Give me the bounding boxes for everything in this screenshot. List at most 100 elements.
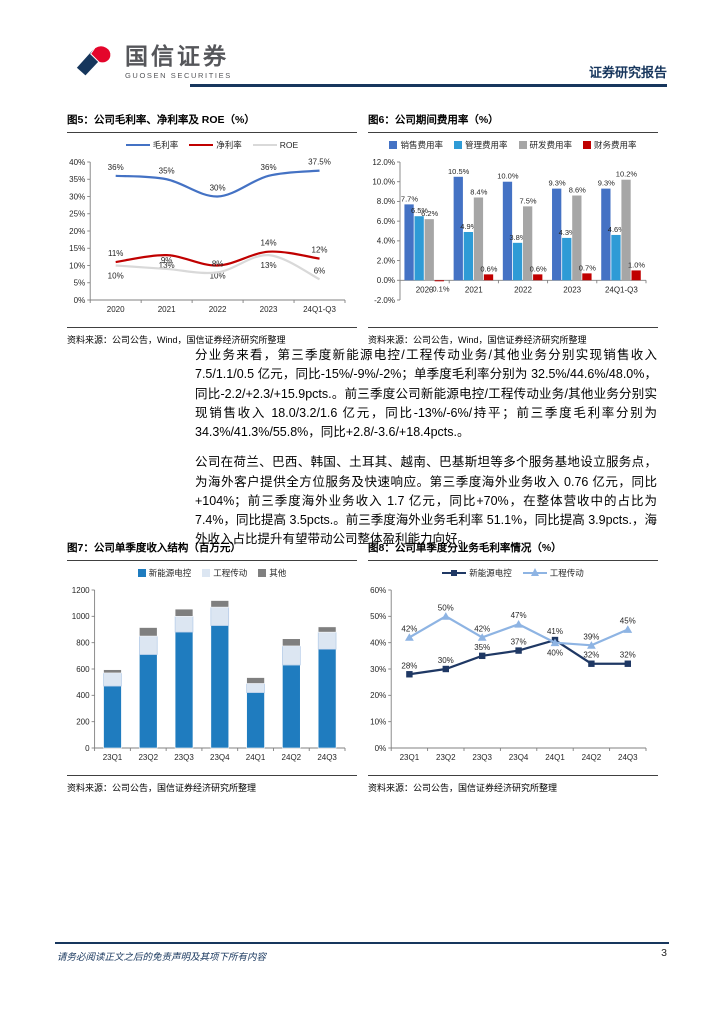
legend-label: 管理费用率 [464,139,508,150]
legend-line-swatch [189,140,214,149]
svg-text:9%: 9% [161,256,173,265]
svg-text:-2.0%: -2.0% [374,296,395,305]
svg-text:0.6%: 0.6% [480,264,497,273]
svg-text:4.6%: 4.6% [608,225,625,234]
legend-item: 工程传动 [202,567,247,579]
svg-text:2022: 2022 [209,305,227,314]
legend-square-swatch [389,140,398,149]
legend-line-swatch [125,140,150,149]
legend-square-swatch [453,140,462,149]
svg-text:45%: 45% [620,617,636,626]
svg-text:7.5%: 7.5% [519,196,536,205]
body-text: 分业务来看，第三季度新能源电控/工程传动业务/其他业务分别实现销售收入7.5/1… [195,346,657,561]
svg-text:32%: 32% [620,651,636,660]
figure6-title: 图6：公司期间费用率（%） [368,110,658,133]
svg-text:9.3%: 9.3% [549,179,566,188]
svg-text:8.4%: 8.4% [470,187,487,196]
legend-label: 销售费用率 [400,139,443,150]
svg-text:10.5%: 10.5% [448,167,470,176]
legend-label: 新能源电控 [148,567,192,578]
svg-text:35%: 35% [159,166,175,175]
figure-8: 图8：公司单季度分业务毛利率情况（%） 新能源电控 工程传动 0% 10% 20% 30%… [368,538,658,794]
svg-text:30%: 30% [370,665,386,674]
legend-item: 财务费用率 [583,139,637,151]
svg-text:24Q2: 24Q2 [582,753,602,762]
svg-text:23Q3: 23Q3 [174,753,194,762]
svg-text:12.0%: 12.0% [372,158,395,167]
svg-text:2023: 2023 [563,285,581,294]
svg-text:14%: 14% [261,239,277,248]
svg-text:13%: 13% [159,261,175,270]
svg-text:10.0%: 10.0% [497,172,519,181]
legend-item: ROE [252,139,299,150]
figure-7: 图7：公司单季度收入结构（百万元） 新能源电控 工程传动 其他 0 200 400 600 8… [67,538,357,794]
guosen-logo: 国信证券 GUOSEN SECURITIES [74,44,232,80]
svg-text:15%: 15% [69,244,85,253]
brand-block: 国信证券 GUOSEN SECURITIES [125,44,232,80]
svg-text:60%: 60% [370,586,386,595]
svg-text:24Q3: 24Q3 [618,753,638,762]
chart-legend: 新能源电控 工程传动 其他 [67,565,357,580]
legend-square-swatch [137,568,146,577]
svg-text:24Q2: 24Q2 [282,753,302,762]
legend-item: 净利率 [189,139,242,151]
header-divider [190,84,667,87]
chart-legend: 毛利率 净利率 ROE [67,137,357,152]
svg-text:42%: 42% [474,624,490,633]
svg-text:0.6%: 0.6% [530,264,547,273]
svg-text:-0.1%: -0.1% [430,284,450,293]
legend-square-swatch [518,140,527,149]
svg-text:4.9%: 4.9% [460,222,477,231]
legend-label: ROE [279,139,299,150]
chart-legend: 新能源电控 工程传动 [368,565,658,580]
svg-text:2023: 2023 [260,305,278,314]
brand-name-en: GUOSEN SECURITIES [125,71,232,81]
svg-text:39%: 39% [583,632,599,641]
svg-text:23Q4: 23Q4 [210,753,230,762]
svg-text:28%: 28% [401,661,417,670]
svg-text:5%: 5% [74,279,86,288]
svg-text:4.3%: 4.3% [559,228,576,237]
svg-text:37.5%: 37.5% [308,158,331,167]
legend-item: 毛利率 [125,139,178,151]
figure8-title: 图8：公司单季度分业务毛利率情况（%） [368,538,658,561]
legend-item: 研发费用率 [518,139,572,151]
svg-text:10.0%: 10.0% [372,178,395,187]
chart-plot: 0% 5% 10% 15% 20% 25% 30% 35% 40% 2020 2021 2022 202… [69,158,346,314]
legend-item: 管理费用率 [453,139,508,151]
svg-text:6.5%: 6.5% [411,206,428,215]
figure7-title: 图7：公司单季度收入结构（百万元） [67,538,357,561]
svg-text:23Q1: 23Q1 [400,753,420,762]
svg-text:4.0%: 4.0% [377,237,395,246]
svg-text:0%: 0% [375,744,387,753]
svg-text:2021: 2021 [158,305,176,314]
svg-text:3.8%: 3.8% [509,233,526,242]
svg-text:50%: 50% [370,612,386,621]
svg-text:8%: 8% [212,259,224,268]
svg-text:12%: 12% [312,246,328,255]
figure5-chart: 毛利率 净利率 ROE 0% 5% 10% 15% 20% 25% 30% 35% 40% 2020 20… [67,133,357,325]
figure6-chart: 销售费用率 管理费用率 研发费用率 财务费用率 -2.0% 0.0% 2.0% 4.0% 6.0… [368,133,658,325]
svg-text:23Q3: 23Q3 [472,753,492,762]
legend-square-swatch [258,568,267,577]
svg-text:40%: 40% [547,649,563,658]
figure5-title: 图5：公司毛利率、净利率及 ROE（%） [67,110,357,133]
svg-text:6.0%: 6.0% [377,217,395,226]
svg-text:13%: 13% [261,261,277,270]
legend-item: 新能源电控 [442,567,512,579]
svg-text:2020: 2020 [416,285,434,294]
svg-text:50%: 50% [438,603,454,612]
svg-text:24Q3: 24Q3 [317,753,337,762]
svg-text:10%: 10% [108,272,124,281]
svg-text:23Q2: 23Q2 [436,753,456,762]
svg-text:23Q4: 23Q4 [509,753,529,762]
legend-item: 工程传动 [522,567,584,579]
svg-text:35%: 35% [474,643,490,652]
svg-text:24Q1-Q3: 24Q1-Q3 [303,305,336,314]
legend-label: 工程传动 [213,567,248,578]
svg-text:2022: 2022 [514,285,532,294]
svg-text:35%: 35% [69,175,85,184]
svg-text:0.0%: 0.0% [377,276,395,285]
paragraph-business-breakdown: 分业务来看，第三季度新能源电控/工程传动业务/其他业务分别实现销售收入7.5/1… [195,348,657,439]
